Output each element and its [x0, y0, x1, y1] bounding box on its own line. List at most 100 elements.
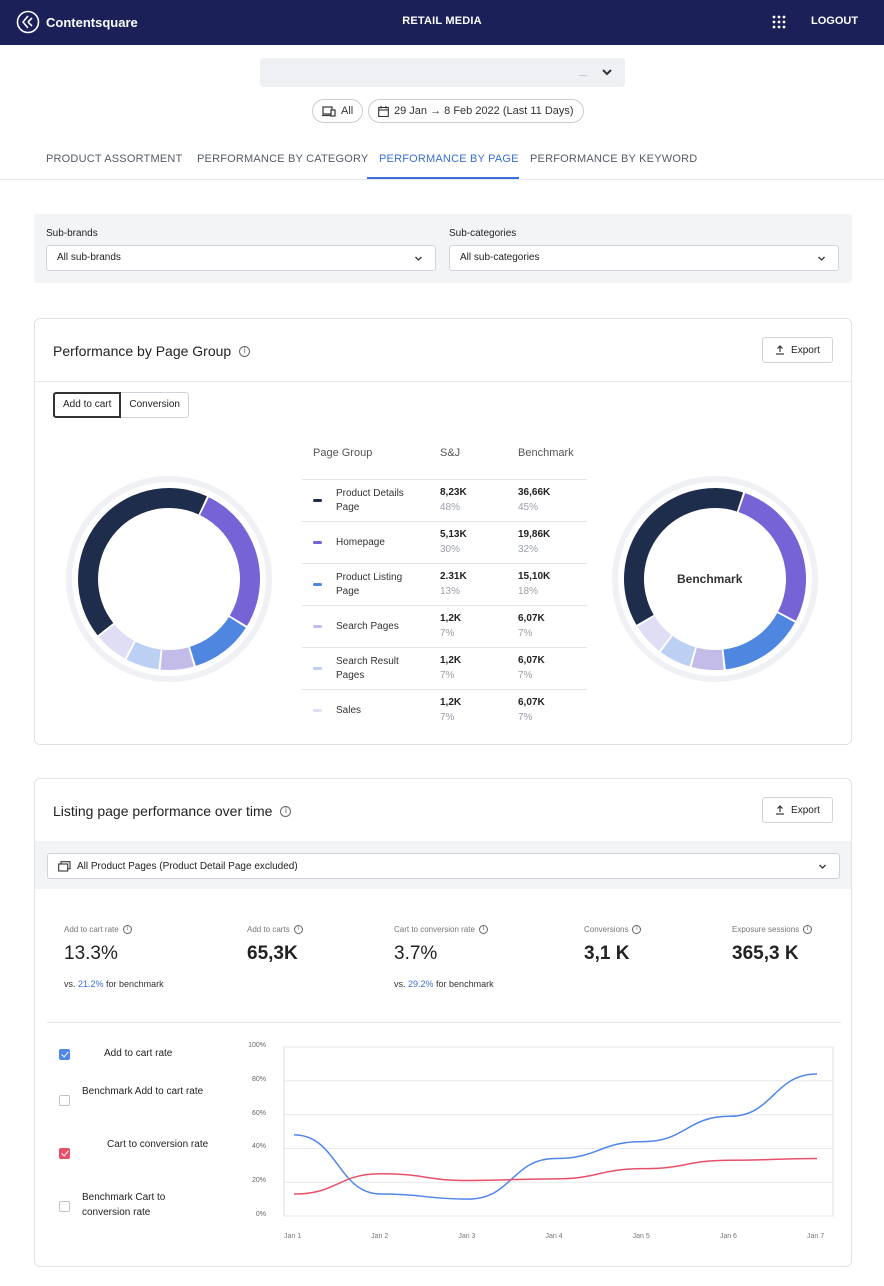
- donut-slice-product-details-page[interactable]: [77, 488, 207, 636]
- info-icon[interactable]: [239, 345, 251, 357]
- sj-percent: 48%: [440, 502, 461, 513]
- sj-value: 5,13K: [440, 529, 467, 540]
- section-tabs: PRODUCT ASSORTMENT PERFORMANCE BY CATEGO…: [0, 140, 884, 180]
- info-icon[interactable]: [122, 925, 132, 934]
- kpi-divider: [47, 1022, 841, 1023]
- kpi-add-to-carts-value: 65,3K: [247, 943, 298, 964]
- kpi-conversions-label: Conversions: [584, 925, 642, 934]
- kpi-cart-to-conversion-rate-label: Cart to conversion rate: [394, 925, 488, 934]
- page-group-row: Product Listing Page 2.31K 13% 15,10K 18%: [302, 563, 587, 605]
- y-tick-label: 80%: [251, 1075, 266, 1083]
- export-label: Export: [791, 804, 820, 816]
- sub-categories-value: All sub-categories: [460, 252, 540, 263]
- legend-swatch: [313, 499, 322, 502]
- benchmark-percent: 45%: [518, 502, 539, 513]
- sub-brands-select[interactable]: All sub-brands: [46, 245, 436, 271]
- listing-performance-card: Listing page performance over time Expor…: [34, 778, 852, 1267]
- series-label-benchmark-add-to-cart-rate: Benchmark Add to cart rate: [82, 1086, 204, 1097]
- benchmark-value: 36,66K: [518, 487, 551, 498]
- date-range-pill[interactable]: 29 Jan → 8 Feb 2022 (Last 11 Days): [368, 99, 584, 123]
- listing-title-text: Listing page performance over time: [53, 803, 273, 819]
- info-icon[interactable]: [280, 805, 292, 817]
- checkbox-benchmark-cart-to-conversion-rate[interactable]: [59, 1201, 70, 1212]
- donut-slice-product-listing-page[interactable]: [723, 613, 795, 670]
- donut-slice-sales[interactable]: [637, 616, 672, 651]
- page-group-card: Performance by Page Group Export Add to …: [34, 318, 852, 745]
- page-group-title: Performance by Page Group: [53, 343, 251, 359]
- benchmark-percent: 7%: [518, 628, 533, 639]
- donut-slice-sales[interactable]: [98, 624, 135, 659]
- page-group-name: Product Listing Page: [336, 572, 403, 597]
- checkbox-benchmark-add-to-cart-rate[interactable]: [59, 1095, 70, 1106]
- upload-icon: [776, 345, 785, 355]
- info-icon[interactable]: [803, 925, 813, 934]
- tab-product-assortment[interactable]: PRODUCT ASSORTMENT: [46, 153, 183, 165]
- tab-performance-by-keyword[interactable]: PERFORMANCE BY KEYWORD: [530, 153, 698, 165]
- kpi-label-text: Cart to conversion rate: [394, 925, 475, 934]
- apps-grid-icon[interactable]: [771, 14, 787, 30]
- series-line-cart-to-conversion-rate[interactable]: [293, 1157, 818, 1195]
- device-filter-label: All: [341, 105, 354, 117]
- chevron-down-icon: [819, 864, 826, 869]
- y-tick-label: 20%: [251, 1177, 266, 1185]
- donut-outer-ring: [612, 476, 818, 682]
- benchmark-value: 15,10K: [518, 571, 551, 582]
- project-selector[interactable]: [260, 58, 625, 87]
- series-label-cart-to-conversion-rate: Cart to conversion rate: [107, 1139, 209, 1150]
- page-group-row: Homepage 5,13K 30% 19,86K 32%: [302, 521, 587, 563]
- sj-percent: 30%: [440, 544, 461, 555]
- info-icon[interactable]: [293, 925, 303, 934]
- checkbox-add-to-cart-rate[interactable]: [59, 1049, 70, 1060]
- info-icon[interactable]: [478, 925, 488, 934]
- benchmark-percent: 18%: [518, 586, 539, 597]
- line-chart: 100% 80% 60% 40% 20% 0% Jan 1 Jan 2 Jan 3 Jan 4 Ja…: [35, 779, 851, 1266]
- kpi-cart-to-conversion-rate-value: 3.7%: [394, 943, 438, 964]
- line-chart-svg: [283, 1046, 834, 1217]
- export-button[interactable]: Export: [762, 337, 833, 363]
- toggle-conversion[interactable]: Conversion: [121, 392, 189, 418]
- page-group-name: Product Details Page: [336, 488, 404, 513]
- pages-icon: [58, 861, 71, 872]
- donut-slice-search-pages[interactable]: [160, 647, 194, 670]
- page-group-name: Search Pages: [336, 621, 399, 632]
- donut-slice-product-listing-page[interactable]: [189, 617, 246, 666]
- toggle-add-to-cart[interactable]: Add to cart: [53, 392, 122, 418]
- y-tick-label: 100%: [248, 1042, 266, 1049]
- benchmark-donut-chart: [612, 476, 818, 682]
- page-group-name: Sales: [336, 705, 362, 716]
- logout-button[interactable]: LOGOUT: [811, 15, 859, 27]
- sub-brands-value: All sub-brands: [57, 252, 121, 263]
- kpi-add-to-cart-rate-value: 13.3%: [64, 943, 118, 964]
- tab-performance-by-page[interactable]: PERFORMANCE BY PAGE: [379, 153, 519, 165]
- tab-performance-by-category[interactable]: PERFORMANCE BY CATEGORY: [197, 153, 369, 165]
- donut-slice-product-details-page[interactable]: [624, 488, 744, 625]
- brand-name: Contentsquare: [46, 14, 138, 30]
- page-type-value: All Product Pages (Product Detail Page e…: [77, 861, 298, 872]
- x-tick-label: Jan 6: [719, 1233, 737, 1240]
- series-line-add-to-cart-rate[interactable]: [293, 1073, 818, 1200]
- top-navigation-bar: Contentsquare RETAIL MEDIA LOGOUT: [0, 0, 884, 45]
- column-header-page-group: Page Group: [313, 447, 373, 459]
- logo[interactable]: Contentsquare: [16, 10, 138, 34]
- device-filter-pill[interactable]: All: [312, 99, 364, 123]
- export-button[interactable]: Export: [762, 797, 833, 823]
- donut-slice-search-pages[interactable]: [691, 647, 724, 670]
- donut-slice-search-result-pages[interactable]: [126, 641, 161, 670]
- kpi-sub-suffix: for benchmark: [433, 979, 494, 989]
- kpi-add-to-cart-rate-benchmark: vs. 21.2% for benchmark: [64, 979, 164, 989]
- legend-swatch: [313, 625, 322, 628]
- info-icon[interactable]: [632, 925, 642, 934]
- kpi-label-text: Add to carts: [247, 925, 290, 934]
- y-tick-label: 40%: [251, 1143, 266, 1151]
- product-title: RETAIL MEDIA: [402, 15, 482, 27]
- sj-percent: 7%: [440, 628, 455, 639]
- page-type-dropdown[interactable]: All Product Pages (Product Detail Page e…: [47, 853, 840, 879]
- checkbox-cart-to-conversion-rate[interactable]: [59, 1148, 70, 1159]
- devices-icon: [322, 105, 336, 117]
- sub-categories-select[interactable]: All sub-categories: [449, 245, 839, 271]
- donut-slice-homepage[interactable]: [738, 493, 806, 621]
- donut-slice-search-result-pages[interactable]: [660, 636, 696, 667]
- donut-slice-homepage[interactable]: [200, 497, 260, 626]
- sj-percent: 13%: [440, 586, 461, 597]
- sj-value: 2.31K: [440, 571, 467, 582]
